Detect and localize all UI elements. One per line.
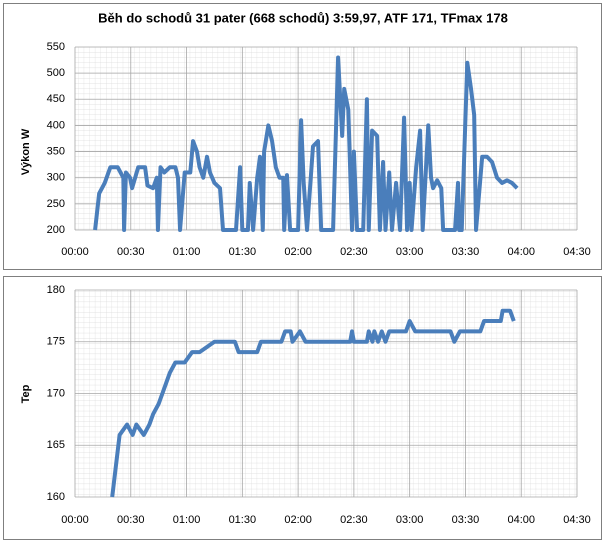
x-tick-label: 03:00 (396, 514, 424, 526)
x-tick-label: 01:30 (229, 246, 257, 258)
chart-title: Běh do schodů 31 pater (668 schodů) 3:59… (98, 10, 508, 25)
x-tick-label: 04:00 (507, 246, 535, 258)
y-tick-label: 165 (47, 439, 65, 451)
y-tick-label: 450 (47, 93, 65, 105)
y-tick-label: 250 (47, 198, 65, 210)
data-line (93, 55, 519, 232)
y-tick-label: 350 (47, 145, 65, 157)
y-tick-label: 200 (47, 224, 65, 236)
x-tick-label: 00:30 (117, 246, 145, 258)
x-tick-label: 04:30 (563, 246, 591, 258)
y-tick-label: 400 (47, 119, 65, 131)
y-tick-label: 180 (47, 284, 65, 296)
x-tick-label: 04:00 (507, 514, 535, 526)
x-tick-label: 03:30 (452, 514, 480, 526)
x-tick-label: 00:00 (61, 514, 89, 526)
y-tick-label: 500 (47, 67, 65, 79)
y-tick-label: 300 (47, 172, 65, 184)
x-tick-label: 01:00 (173, 246, 201, 258)
data-line (110, 308, 516, 498)
x-tick-label: 03:30 (452, 246, 480, 258)
y-axis-label: Výkon W (20, 128, 32, 175)
x-tick-label: 00:00 (61, 246, 89, 258)
x-tick-label: 00:30 (117, 514, 145, 526)
y-tick-label: 550 (47, 41, 65, 53)
minor-grid (75, 47, 577, 230)
x-tick-label: 04:30 (563, 514, 591, 526)
y-tick-label: 170 (47, 387, 65, 399)
x-tick-label: 01:00 (173, 514, 201, 526)
y-tick-label: 160 (47, 491, 65, 503)
x-tick-label: 02:30 (340, 246, 368, 258)
x-tick-label: 02:00 (284, 514, 312, 526)
y-axis-label: Tep (20, 384, 32, 403)
x-tick-label: 03:00 (396, 246, 424, 258)
x-tick-label: 01:30 (229, 514, 257, 526)
x-tick-label: 02:00 (284, 246, 312, 258)
x-tick-label: 02:30 (340, 514, 368, 526)
y-tick-label: 175 (47, 336, 65, 348)
